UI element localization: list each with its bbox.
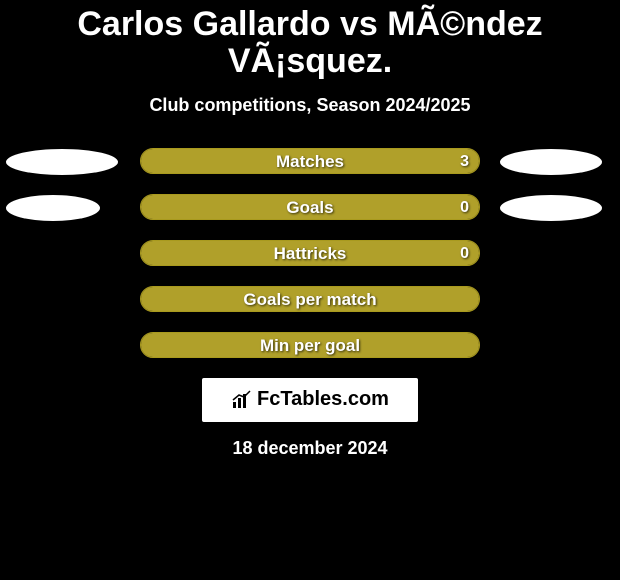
logo-row: FcTables.com [231,388,389,411]
logo-text: FcTables.com [257,388,389,411]
stats-container: Matches3 Goals0 Hattricks0 Goals per match M… [0,148,620,360]
stat-bar-fill [141,149,479,173]
stat-bar: Matches3 [140,148,480,174]
page-title: Carlos Gallardo vs MÃ©ndez VÃ¡squez. [0,0,620,81]
left-ellipse [6,149,118,175]
stat-bar: Goals0 [140,194,480,220]
page-subtitle: Club competitions, Season 2024/2025 [0,95,620,116]
stat-bar-fill [141,287,479,311]
stat-row: Goals per match [0,286,620,314]
right-ellipse [500,195,602,221]
stat-row: Matches3 [0,148,620,176]
stat-bar: Min per goal [140,332,480,358]
stat-bar-fill [141,333,479,357]
page-root: Carlos Gallardo vs MÃ©ndez VÃ¡squez. Clu… [0,0,620,580]
date-label: 18 december 2024 [0,438,620,459]
stat-bar: Hattricks0 [140,240,480,266]
stat-row: Min per goal [0,332,620,360]
logo-box[interactable]: FcTables.com [202,378,418,422]
stat-bar-fill [141,195,479,219]
stat-row: Hattricks0 [0,240,620,268]
left-ellipse [6,195,100,221]
bar-chart-icon [231,390,251,410]
stat-row: Goals0 [0,194,620,222]
stat-bar-fill [141,241,479,265]
stat-bar: Goals per match [140,286,480,312]
right-ellipse [500,149,602,175]
